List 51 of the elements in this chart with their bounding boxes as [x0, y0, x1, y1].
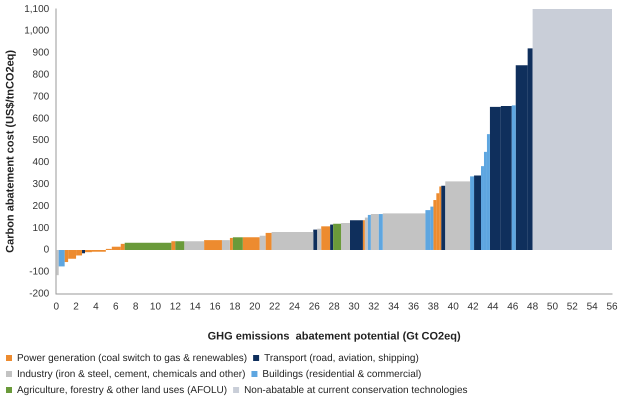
x-tick-label: 46 — [507, 302, 519, 313]
y-tick-label: 100 — [32, 222, 50, 234]
x-tick-label: 26 — [308, 302, 320, 313]
legend-label: Buildings (residential & commercial) — [262, 368, 422, 380]
y-tick-label: 200 — [32, 200, 50, 212]
y-tick-label: -200 — [29, 288, 50, 300]
x-tick-label: 0 — [53, 302, 60, 313]
x-tick-label: 14 — [190, 302, 202, 313]
legend-label: Power generation (coal switch to gas & renewables) — [17, 352, 248, 364]
y-tick-label: 500 — [32, 135, 50, 146]
y-tick-label: 400 — [32, 157, 50, 168]
x-tick-label: 54 — [586, 302, 598, 313]
x-axis-title: GHG emissions abatement potential (Gt CO2eq) — [208, 330, 461, 342]
legend-label: Industry (iron & steel, cement, chemicals and other) — [17, 368, 246, 380]
y-tick-label: 1,100 — [24, 4, 50, 15]
y-tick-label: 800 — [32, 69, 50, 80]
x-tick-label: 38 — [428, 302, 440, 313]
x-tick-label: 4 — [93, 302, 100, 313]
x-tick-label: 12 — [170, 302, 182, 313]
x-tick-label: 28 — [328, 302, 340, 313]
x-tick-label: 32 — [368, 302, 380, 313]
legend-label: Transport (road, aviation, shipping) — [264, 352, 419, 364]
x-tick-label: 10 — [150, 302, 162, 313]
x-tick-label: 24 — [288, 302, 300, 313]
y-tick-label: -100 — [29, 266, 50, 278]
x-tick-label: 52 — [566, 302, 578, 313]
y-tick-label: 300 — [32, 179, 50, 190]
x-tick-label: 34 — [388, 302, 400, 313]
x-tick-label: 2 — [73, 302, 80, 313]
legend-label: Non-abatable at current conservation technologies — [244, 384, 468, 396]
y-tick-label: 0 — [44, 244, 50, 256]
y-tick-label: 700 — [32, 91, 50, 102]
x-tick-label: 20 — [249, 302, 261, 313]
legend-label: Agriculture, forestry & other land uses (AFOLU) — [17, 384, 228, 396]
x-tick-label: 36 — [408, 302, 420, 313]
x-tick-label: 16 — [209, 302, 222, 313]
x-tick-label: 48 — [527, 302, 539, 313]
x-tick-label: 6 — [112, 302, 119, 313]
x-tick-label: 44 — [487, 302, 499, 313]
x-tick-label: 30 — [348, 302, 360, 313]
x-tick-label: 56 — [606, 302, 618, 313]
x-tick-label: 18 — [229, 302, 241, 313]
x-tick-label: 50 — [546, 302, 558, 313]
y-axis-title: Carbon abatement cost (US$/tnCO2eq) — [4, 50, 17, 253]
x-tick-label: 22 — [269, 302, 281, 313]
x-tick-label: 40 — [448, 302, 460, 313]
y-tick-label: 600 — [32, 113, 50, 124]
y-tick-label: 900 — [32, 48, 50, 59]
y-tick-label: 1,000 — [24, 26, 50, 37]
x-tick-label: 42 — [467, 302, 480, 313]
x-tick-label: 8 — [132, 302, 139, 313]
